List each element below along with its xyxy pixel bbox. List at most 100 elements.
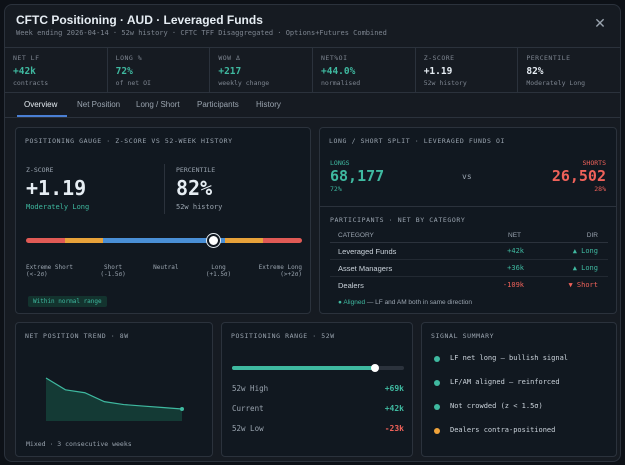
trend-line bbox=[45, 377, 183, 410]
stat-sub: Moderately Long bbox=[526, 79, 586, 87]
stat-value: +44.0% bbox=[321, 66, 356, 77]
range-title: POSITIONING RANGE · 52W bbox=[231, 332, 335, 340]
trend-area bbox=[46, 378, 182, 421]
gauge-zone-neutral bbox=[103, 238, 225, 243]
stat-sub: normalised bbox=[321, 79, 361, 87]
range-rows: 52w High +69k Current +42k 52w Low -23k bbox=[232, 384, 404, 444]
shorts-pct: 28% bbox=[594, 185, 606, 193]
stat-long-pct: LONG % 72% of net OI bbox=[108, 48, 211, 92]
zone-label-neutral: Neutral bbox=[153, 264, 179, 271]
dialog-title: CFTC Positioning · AUD · Leveraged Funds bbox=[16, 13, 263, 27]
trend-last-point bbox=[180, 407, 184, 411]
gauge-zone-short bbox=[64, 238, 104, 243]
range-fill bbox=[232, 366, 375, 370]
gauge-track bbox=[26, 238, 302, 243]
signal-item: Not crowded (z < 1.5σ) bbox=[432, 401, 612, 425]
stat-zscore: Z-SCORE +1.19 52w history bbox=[416, 48, 519, 92]
trend-footer: Mixed · 3 consecutive weeks bbox=[26, 440, 132, 448]
shorts-label: SHORTS bbox=[582, 159, 606, 167]
zscore-value: +1.19 bbox=[26, 176, 87, 200]
trend-panel: NET POSITION TREND · 8W Mixed · 3 consec… bbox=[15, 322, 213, 457]
zone-label-long: Long (+1.5σ) bbox=[205, 264, 232, 278]
tab-history[interactable]: History bbox=[256, 100, 281, 109]
longs-label: LONGS bbox=[330, 159, 350, 167]
gauge-divider bbox=[164, 164, 165, 214]
gauge-zone-long bbox=[224, 238, 264, 243]
vs-label: vs bbox=[462, 172, 472, 181]
signal-item: Dealers contra-positioned bbox=[432, 425, 612, 449]
zscore-label: Z-SCORE bbox=[26, 166, 54, 174]
stat-value: +42k bbox=[13, 66, 36, 77]
tab-participants[interactable]: Participants bbox=[197, 100, 239, 109]
signal-dot bbox=[434, 356, 440, 362]
stat-value: +1.19 bbox=[423, 66, 453, 77]
stat-value: 82% bbox=[526, 66, 544, 77]
trend-chart bbox=[45, 377, 184, 421]
signal-list: LF net long — bullish signal LF/AM align… bbox=[432, 353, 612, 449]
zone-label-short: Short (-1.5σ) bbox=[100, 264, 126, 278]
percentile-label: PERCENTILE bbox=[176, 166, 216, 174]
tab-net-position[interactable]: Net Position bbox=[77, 100, 121, 109]
range-track bbox=[232, 366, 404, 370]
stat-label: NET%OI bbox=[321, 54, 348, 62]
active-tab-indicator bbox=[17, 115, 67, 117]
long-short-panel: LONG / SHORT SPLIT · LEVERAGED FUNDS OI … bbox=[319, 127, 617, 314]
tab-overview[interactable]: Overview bbox=[24, 100, 58, 109]
stat-label: LONG % bbox=[115, 54, 143, 62]
stat-sub: 52w history bbox=[423, 79, 467, 87]
stat-label: WOW Δ bbox=[218, 54, 241, 62]
stat-label: Z-SCORE bbox=[423, 54, 455, 62]
dialog-header: CFTC Positioning · AUD · Leveraged Funds… bbox=[5, 5, 620, 45]
signals-panel: SIGNAL SUMMARY LF net long — bullish sig… bbox=[421, 322, 617, 457]
zone-label-extreme-short: Extreme Short (<-2σ) bbox=[26, 264, 73, 278]
signal-dot bbox=[434, 428, 440, 434]
signal-dot bbox=[434, 404, 440, 410]
signals-title: SIGNAL SUMMARY bbox=[431, 332, 495, 340]
stat-label: NET LF bbox=[13, 54, 40, 62]
alignment-mark: ● Aligned bbox=[338, 299, 366, 306]
gauge-title: POSITIONING GAUGE · Z-SCORE VS 52-WEEK H… bbox=[25, 137, 233, 145]
alignment-text: — LF and AM both in same direction bbox=[365, 299, 473, 306]
stat-label: PERCENTILE bbox=[526, 54, 571, 62]
positioning-dialog: CFTC Positioning · AUD · Leveraged Funds… bbox=[4, 4, 621, 462]
trend-title: NET POSITION TREND · 8W bbox=[25, 332, 129, 340]
close-icon[interactable]: ✕ bbox=[594, 15, 606, 31]
range-row-high: 52w High +69k bbox=[232, 384, 404, 393]
status-badge: Within normal range bbox=[28, 296, 107, 307]
stat-sub: of net OI bbox=[115, 79, 151, 87]
percentile-value: 82% bbox=[176, 176, 213, 200]
zscore-desc: Moderately Long bbox=[26, 203, 90, 211]
gauge-panel: POSITIONING GAUGE · Z-SCORE VS 52-WEEK H… bbox=[15, 127, 311, 314]
gauge-marker bbox=[207, 234, 221, 247]
signal-item: LF/AM aligned — reinforced bbox=[432, 377, 612, 401]
percentile-desc: 52w history bbox=[176, 203, 223, 211]
longs-pct: 72% bbox=[330, 185, 342, 193]
shorts-value: 26,502 bbox=[551, 167, 606, 185]
table-row[interactable]: Dealers -109k ▼ Short bbox=[338, 281, 598, 290]
participants-title: PARTICIPANTS · NET BY CATEGORY bbox=[330, 216, 466, 224]
signal-dot bbox=[434, 380, 440, 386]
stats-bar: NET LF +42k contracts LONG % 72% of net … bbox=[5, 47, 620, 93]
zone-label-extreme-long: Extreme Long (>+2σ) bbox=[258, 264, 302, 278]
stat-sub: weekly change bbox=[218, 79, 270, 87]
tab-long-short[interactable]: Long / Short bbox=[136, 100, 180, 109]
table-header: CATEGORY NET DIR bbox=[330, 229, 608, 243]
stat-net-lf: NET LF +42k contracts bbox=[5, 48, 108, 92]
section-divider bbox=[320, 206, 616, 207]
long-short-title: LONG / SHORT SPLIT · LEVERAGED FUNDS OI bbox=[329, 137, 506, 145]
gauge-zone-extreme-short bbox=[26, 238, 65, 243]
stat-value: 72% bbox=[115, 66, 133, 77]
stat-sub: contracts bbox=[13, 79, 49, 87]
dialog-subtitle: Week ending 2026-04-14 · 52w history · C… bbox=[16, 29, 387, 37]
participants-table: CATEGORY NET DIR Leveraged Funds +42k ▲ … bbox=[330, 229, 608, 294]
range-row-current: Current +42k bbox=[232, 404, 404, 413]
range-current-marker bbox=[370, 364, 379, 372]
stat-percentile: PERCENTILE 82% Moderately Long bbox=[518, 48, 620, 92]
range-panel: POSITIONING RANGE · 52W 52w High +69k Cu… bbox=[221, 322, 413, 457]
table-row[interactable]: Asset Managers +36k ▲ Long bbox=[330, 260, 608, 277]
stat-wow: WOW Δ +217 weekly change bbox=[210, 48, 314, 92]
table-row[interactable]: Leveraged Funds +42k ▲ Long bbox=[330, 243, 608, 260]
stat-value: +217 bbox=[218, 66, 242, 77]
gauge-zone-labels: Extreme Short (<-2σ) Short (-1.5σ) Neutral… bbox=[26, 264, 302, 278]
gauge-zone-extreme-long bbox=[263, 238, 302, 243]
